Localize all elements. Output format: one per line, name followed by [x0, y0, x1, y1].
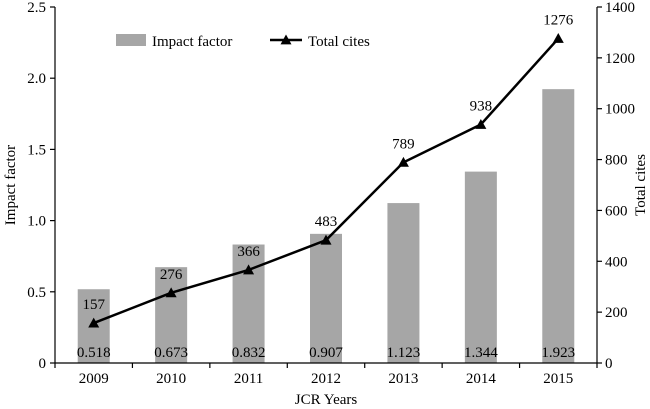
total-cites-point-2015 — [552, 33, 564, 43]
legend-swatch-total-cites-marker — [280, 34, 292, 45]
bar-2012 — [310, 233, 342, 363]
total-cites-point-2010 — [165, 287, 177, 298]
x-tick-label-2013: 2013 — [388, 371, 418, 387]
total-cites-point-2013 — [397, 156, 409, 167]
y2-tick-label: 400 — [605, 254, 628, 270]
total-cites-label-2010: 276 — [160, 267, 183, 283]
impact-factor-label-2011: 0.832 — [232, 345, 266, 361]
y-tick-label: 0 — [39, 356, 47, 372]
y-tick-label: 2.5 — [27, 0, 46, 16]
bar-2011 — [232, 244, 265, 363]
bars-layer — [77, 89, 575, 364]
x-tick-label-2015: 2015 — [543, 371, 573, 387]
legend-label-impact-factor: Impact factor — [152, 34, 232, 50]
x-tick-label-2012: 2012 — [311, 371, 341, 387]
y2-tick-label: 200 — [605, 305, 628, 321]
impact-factor-label-2013: 1.123 — [387, 345, 421, 361]
impact-factor-label-2009: 0.518 — [77, 345, 111, 361]
y-tick-label: 1.0 — [27, 214, 46, 230]
bar-2014 — [464, 171, 497, 363]
labels-layer: 157 276 366 483 789 938 1276 0.518 0.673 0.832 0.9… — [77, 13, 575, 361]
total-cites-point-2011 — [243, 264, 255, 275]
y-tick-label: 2.0 — [27, 71, 46, 87]
y2-tick-label: 0 — [605, 356, 613, 372]
bar-2010 — [155, 267, 188, 363]
y2-tick-label: 1000 — [605, 102, 635, 118]
total-cites-label-2015: 1276 — [543, 13, 574, 29]
y2-tick-label: 1200 — [605, 51, 635, 67]
total-cites-label-2013: 789 — [392, 136, 415, 152]
total-cites-label-2012: 483 — [315, 214, 338, 230]
x-tick-label-2010: 2010 — [156, 371, 186, 387]
legend: Impact factor Total cites — [116, 34, 370, 50]
bar-2013 — [387, 203, 420, 363]
bar-2015 — [542, 89, 575, 364]
y2-tick-label: 800 — [605, 153, 628, 169]
legend-label-total-cites: Total cites — [308, 34, 370, 50]
impact-factor-label-2010: 0.673 — [154, 345, 188, 361]
x-axis-title: JCR Years — [295, 392, 358, 408]
total-cites-point-2014 — [475, 118, 487, 129]
x-tick-label-2009: 2009 — [79, 371, 109, 387]
legend-swatch-impact-factor — [116, 34, 146, 46]
total-cites-point-2012 — [320, 234, 332, 245]
y2-tick-label: 1400 — [605, 0, 635, 16]
line-layer — [88, 33, 564, 328]
total-cites-label-2014: 938 — [470, 98, 493, 114]
impact-factor-label-2015: 1.923 — [541, 345, 575, 361]
y-axis-title: Impact factor — [3, 145, 19, 225]
y-tick-label: 1.5 — [27, 142, 46, 158]
y2-tick-label: 600 — [605, 203, 628, 219]
impact-factor-label-2012: 0.907 — [309, 345, 343, 361]
axes-layer: 0 0.5 1.0 1.5 2.0 2.5 0 200 400 600 800 1000 1200 140… — [3, 0, 649, 408]
x-tick-label-2014: 2014 — [466, 371, 497, 387]
total-cites-label-2011: 366 — [237, 244, 260, 260]
y-tick-label: 0.5 — [27, 285, 46, 301]
total-cites-label-2009: 157 — [82, 297, 105, 313]
y2-axis-title: Total cites — [633, 154, 649, 216]
total-cites-point-2009 — [88, 317, 100, 328]
impact-factor-label-2014: 1.344 — [464, 345, 498, 361]
x-tick-label-2011: 2011 — [234, 371, 263, 387]
